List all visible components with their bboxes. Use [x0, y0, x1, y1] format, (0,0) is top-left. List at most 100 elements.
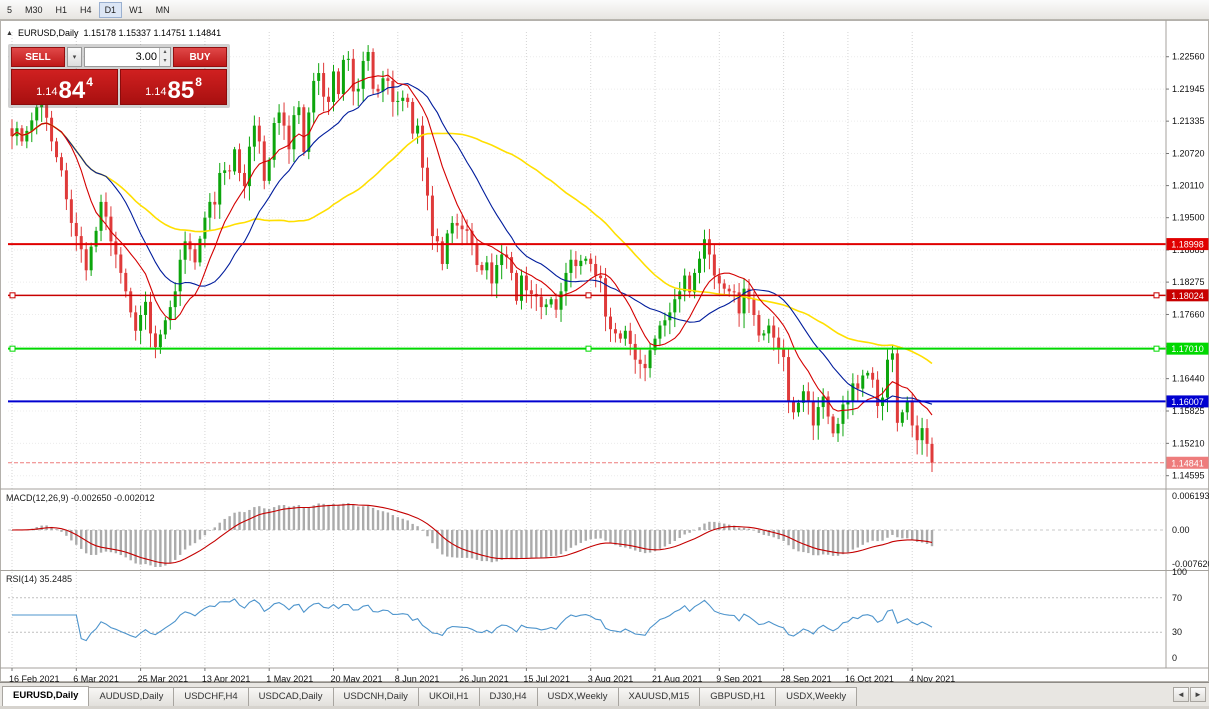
timeframe-h4-button[interactable]: H4: [74, 2, 98, 18]
chart-window[interactable]: 1.22560 1.21945 1.21335 1.20720 1.20110 1.195…: [0, 20, 1209, 682]
timeframe-h1-button[interactable]: H1: [50, 2, 74, 18]
buy-price-sup: 8: [195, 75, 202, 89]
svg-text:-0.0076200: -0.0076200: [1172, 559, 1209, 569]
timeframe-m30-button[interactable]: M30: [19, 2, 49, 18]
chart-tab-usdchf-h4[interactable]: USDCHF,H4: [173, 687, 249, 706]
chart-symbol-label: EURUSD,Daily: [17, 28, 79, 38]
svg-text:28 Sep 2021: 28 Sep 2021: [781, 674, 832, 682]
time-axis[interactable]: 16 Feb 2021 6 Mar 2021 25 Mar 2021 13 Apr 2…: [9, 668, 955, 682]
order-options-dropdown[interactable]: ▾: [67, 47, 82, 67]
svg-text:1.19500: 1.19500: [1172, 213, 1205, 223]
timeframe-buttons: 5 M30 H1 H4 D1 W1 MN: [1, 1, 176, 18]
svg-text:1.15825: 1.15825: [1172, 406, 1205, 416]
rsi-pane: [8, 597, 1164, 642]
volume-input[interactable]: [85, 48, 159, 66]
timeframe-mn-button[interactable]: MN: [150, 2, 176, 18]
svg-text:13 Apr 2021: 13 Apr 2021: [202, 674, 251, 682]
svg-text:6 Mar 2021: 6 Mar 2021: [73, 674, 119, 682]
timeframe-w1-button[interactable]: W1: [123, 2, 149, 18]
svg-text:1.18275: 1.18275: [1172, 277, 1205, 287]
chart-ohlc-values: 1.15178 1.15337 1.14751 1.14841: [83, 28, 222, 38]
sell-price-display[interactable]: 1.14 84 4: [11, 69, 118, 105]
svg-text:0: 0: [1172, 653, 1177, 663]
price-axis[interactable]: 1.22560 1.21945 1.21335 1.20720 1.20110 1.195…: [1165, 20, 1209, 668]
chart-tab-usdcnh-daily[interactable]: USDCNH,Daily: [332, 687, 419, 706]
svg-text:1.20110: 1.20110: [1172, 181, 1204, 191]
svg-text:25 Mar 2021: 25 Mar 2021: [138, 674, 189, 682]
horizontal-line-1.18024[interactable]: [8, 292, 1166, 299]
sell-price-big: 84: [58, 77, 86, 104]
svg-text:1.16440: 1.16440: [1172, 374, 1205, 384]
buy-price-display[interactable]: 1.14 85 8: [120, 69, 227, 105]
chart-tab-bar: EURUSD,Daily AUDUSD,Daily USDCHF,H4 USDCAD,…: [0, 682, 1209, 706]
timeframe-toolbar: 5 M30 H1 H4 D1 W1 MN: [0, 0, 1209, 20]
svg-text:26 Jun 2021: 26 Jun 2021: [459, 674, 509, 682]
timeframe-d1-button[interactable]: D1: [98, 1, 123, 18]
chart-tab-dj30-h4[interactable]: DJ30,H4: [478, 687, 538, 706]
one-click-trading-panel: SELL ▾ ▴ ▾ BUY 1.14 84 4 1.14 85 8: [8, 44, 230, 108]
chart-tab-audusd-daily[interactable]: AUDUSD,Daily: [88, 687, 175, 706]
svg-text:1.15210: 1.15210: [1172, 438, 1205, 448]
svg-text:100: 100: [1172, 567, 1187, 577]
macd-pane: [8, 503, 1164, 567]
svg-text:20 May 2021: 20 May 2021: [331, 674, 383, 682]
chart-tab-usdcad-daily[interactable]: USDCAD,Daily: [247, 687, 334, 706]
buy-price-big: 85: [167, 77, 195, 104]
svg-text:1.21335: 1.21335: [1172, 116, 1205, 126]
tab-scroll-buttons: ◄ ►: [1170, 687, 1209, 706]
svg-text:1.21945: 1.21945: [1172, 84, 1205, 94]
chart-tab-ukoil-h1[interactable]: UKOil,H1: [417, 687, 480, 706]
svg-text:1.20720: 1.20720: [1172, 149, 1205, 159]
volume-up-button[interactable]: ▴: [160, 48, 170, 57]
timeframe-5-button[interactable]: 5: [1, 2, 18, 18]
collapse-icon[interactable]: ▲: [6, 29, 13, 37]
tab-scroll-left-button[interactable]: ◄: [1173, 687, 1189, 702]
chart-tab-eurusd-daily[interactable]: EURUSD,Daily: [2, 686, 90, 706]
volume-spinner: ▴ ▾: [159, 48, 170, 66]
chart-tab-usdx-weekly[interactable]: USDX,Weekly: [775, 687, 858, 706]
svg-text:1.17660: 1.17660: [1172, 309, 1205, 319]
svg-text:30: 30: [1172, 627, 1182, 637]
svg-text:15 Jul 2021: 15 Jul 2021: [523, 674, 570, 682]
tab-scroll-right-button[interactable]: ►: [1190, 687, 1206, 702]
svg-text:1.18998: 1.18998: [1171, 240, 1204, 250]
chevron-down-icon: ▾: [72, 54, 77, 61]
svg-text:8 Jun 2021: 8 Jun 2021: [395, 674, 440, 682]
pane-splitter[interactable]: [0, 488, 1209, 669]
chart-title: ▲ EURUSD,Daily 1.15178 1.15337 1.14751 1…: [6, 28, 221, 38]
volume-field: ▴ ▾: [84, 47, 171, 67]
svg-text:1.22560: 1.22560: [1172, 52, 1205, 62]
sell-button[interactable]: SELL: [11, 47, 65, 67]
moving-averages: [11, 74, 933, 416]
chart-tab-xauusd-m15[interactable]: XAUUSD,M15: [617, 687, 701, 706]
chart-frame: [0, 20, 1209, 682]
svg-text:1.16007: 1.16007: [1171, 397, 1204, 407]
svg-text:70: 70: [1172, 593, 1182, 603]
svg-text:1.14595: 1.14595: [1172, 471, 1205, 481]
rsi-label: RSI(14) 35.2485: [6, 574, 73, 584]
sell-price-prefix: 1.14: [36, 86, 58, 98]
svg-text:16 Feb 2021: 16 Feb 2021: [9, 674, 60, 682]
chart-tab-usdx-weekly[interactable]: USDX,Weekly: [536, 687, 619, 706]
svg-text:3 Aug 2021: 3 Aug 2021: [588, 674, 634, 682]
buy-button[interactable]: BUY: [173, 47, 227, 67]
volume-down-button[interactable]: ▾: [160, 57, 170, 66]
svg-text:4 Nov 2021: 4 Nov 2021: [909, 674, 955, 682]
chart-tabs: EURUSD,Daily AUDUSD,Daily USDCHF,H4 USDCAD,…: [2, 686, 1170, 706]
svg-text:21 Aug 2021: 21 Aug 2021: [652, 674, 703, 682]
candlestick-series: [10, 45, 934, 472]
horizontal-line-1.17010[interactable]: [8, 345, 1166, 352]
svg-text:1 May 2021: 1 May 2021: [266, 674, 313, 682]
svg-text:0.00: 0.00: [1172, 525, 1190, 535]
svg-text:9 Sep 2021: 9 Sep 2021: [716, 674, 762, 682]
buy-price-prefix: 1.14: [145, 86, 167, 98]
chart-canvas[interactable]: 1.22560 1.21945 1.21335 1.20720 1.20110 1.195…: [0, 20, 1209, 682]
svg-text:16 Oct 2021: 16 Oct 2021: [845, 674, 894, 682]
macd-label: MACD(12,26,9) -0.002650 -0.002012: [6, 493, 155, 503]
chart-tab-gbpusd-h1[interactable]: GBPUSD,H1: [699, 687, 777, 706]
svg-text:1.14841: 1.14841: [1171, 458, 1204, 468]
svg-text:1.18024: 1.18024: [1171, 291, 1204, 301]
svg-text:1.17010: 1.17010: [1171, 344, 1204, 354]
sell-price-sup: 4: [86, 75, 93, 89]
